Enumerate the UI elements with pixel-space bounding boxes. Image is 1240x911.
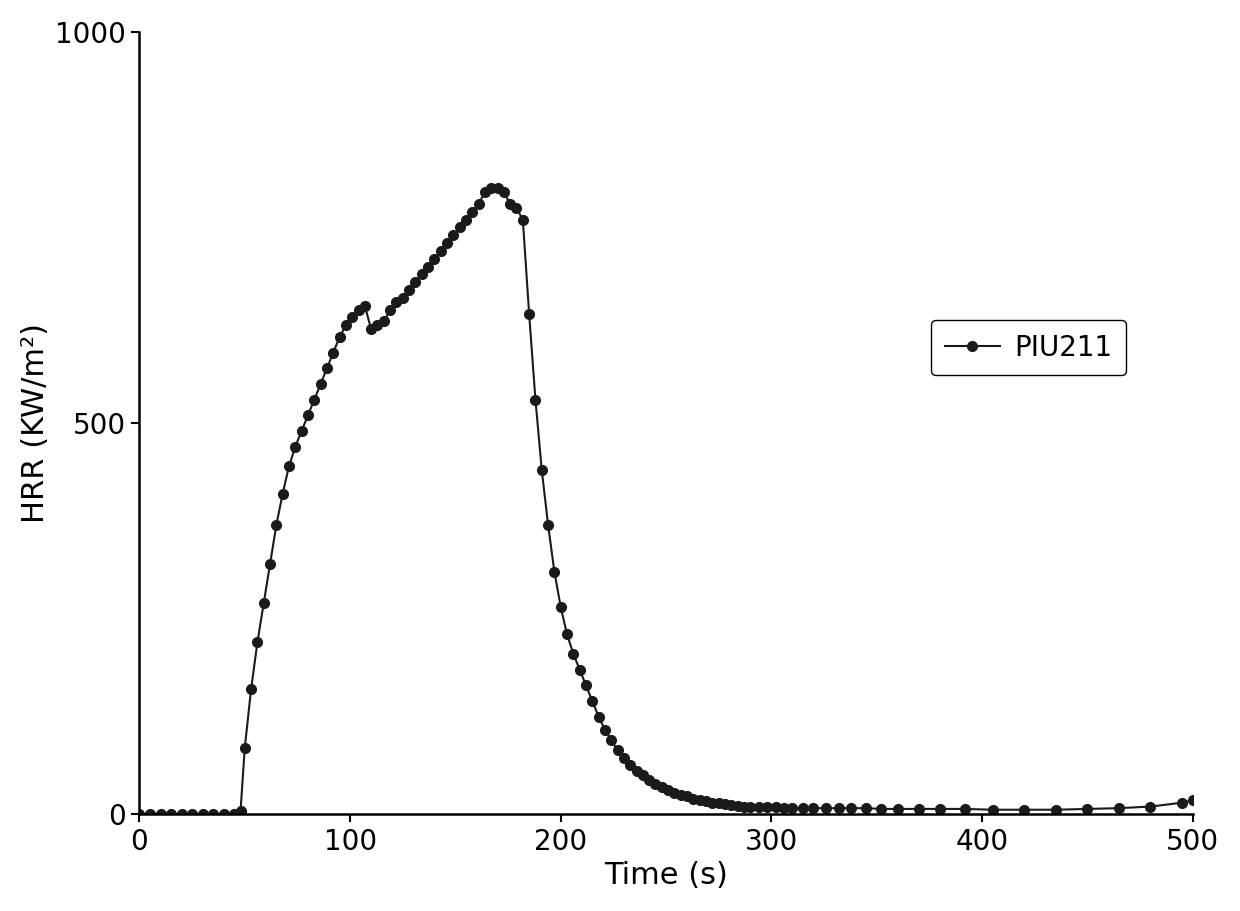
Line: PIU211: PIU211	[135, 183, 1198, 819]
PIU211	[796, 803, 811, 814]
X-axis label: Time (s): Time (s)	[604, 861, 728, 890]
PIU211	[484, 183, 498, 194]
PIU211	[131, 809, 146, 820]
PIU211	[768, 802, 782, 813]
Legend: PIU211: PIU211	[931, 320, 1126, 375]
PIU211	[616, 752, 631, 763]
PIU211	[661, 784, 676, 795]
Y-axis label: HRR (KW/m²): HRR (KW/m²)	[21, 323, 50, 523]
PIU211	[957, 804, 972, 814]
PIU211	[1185, 795, 1200, 806]
PIU211	[414, 269, 429, 280]
